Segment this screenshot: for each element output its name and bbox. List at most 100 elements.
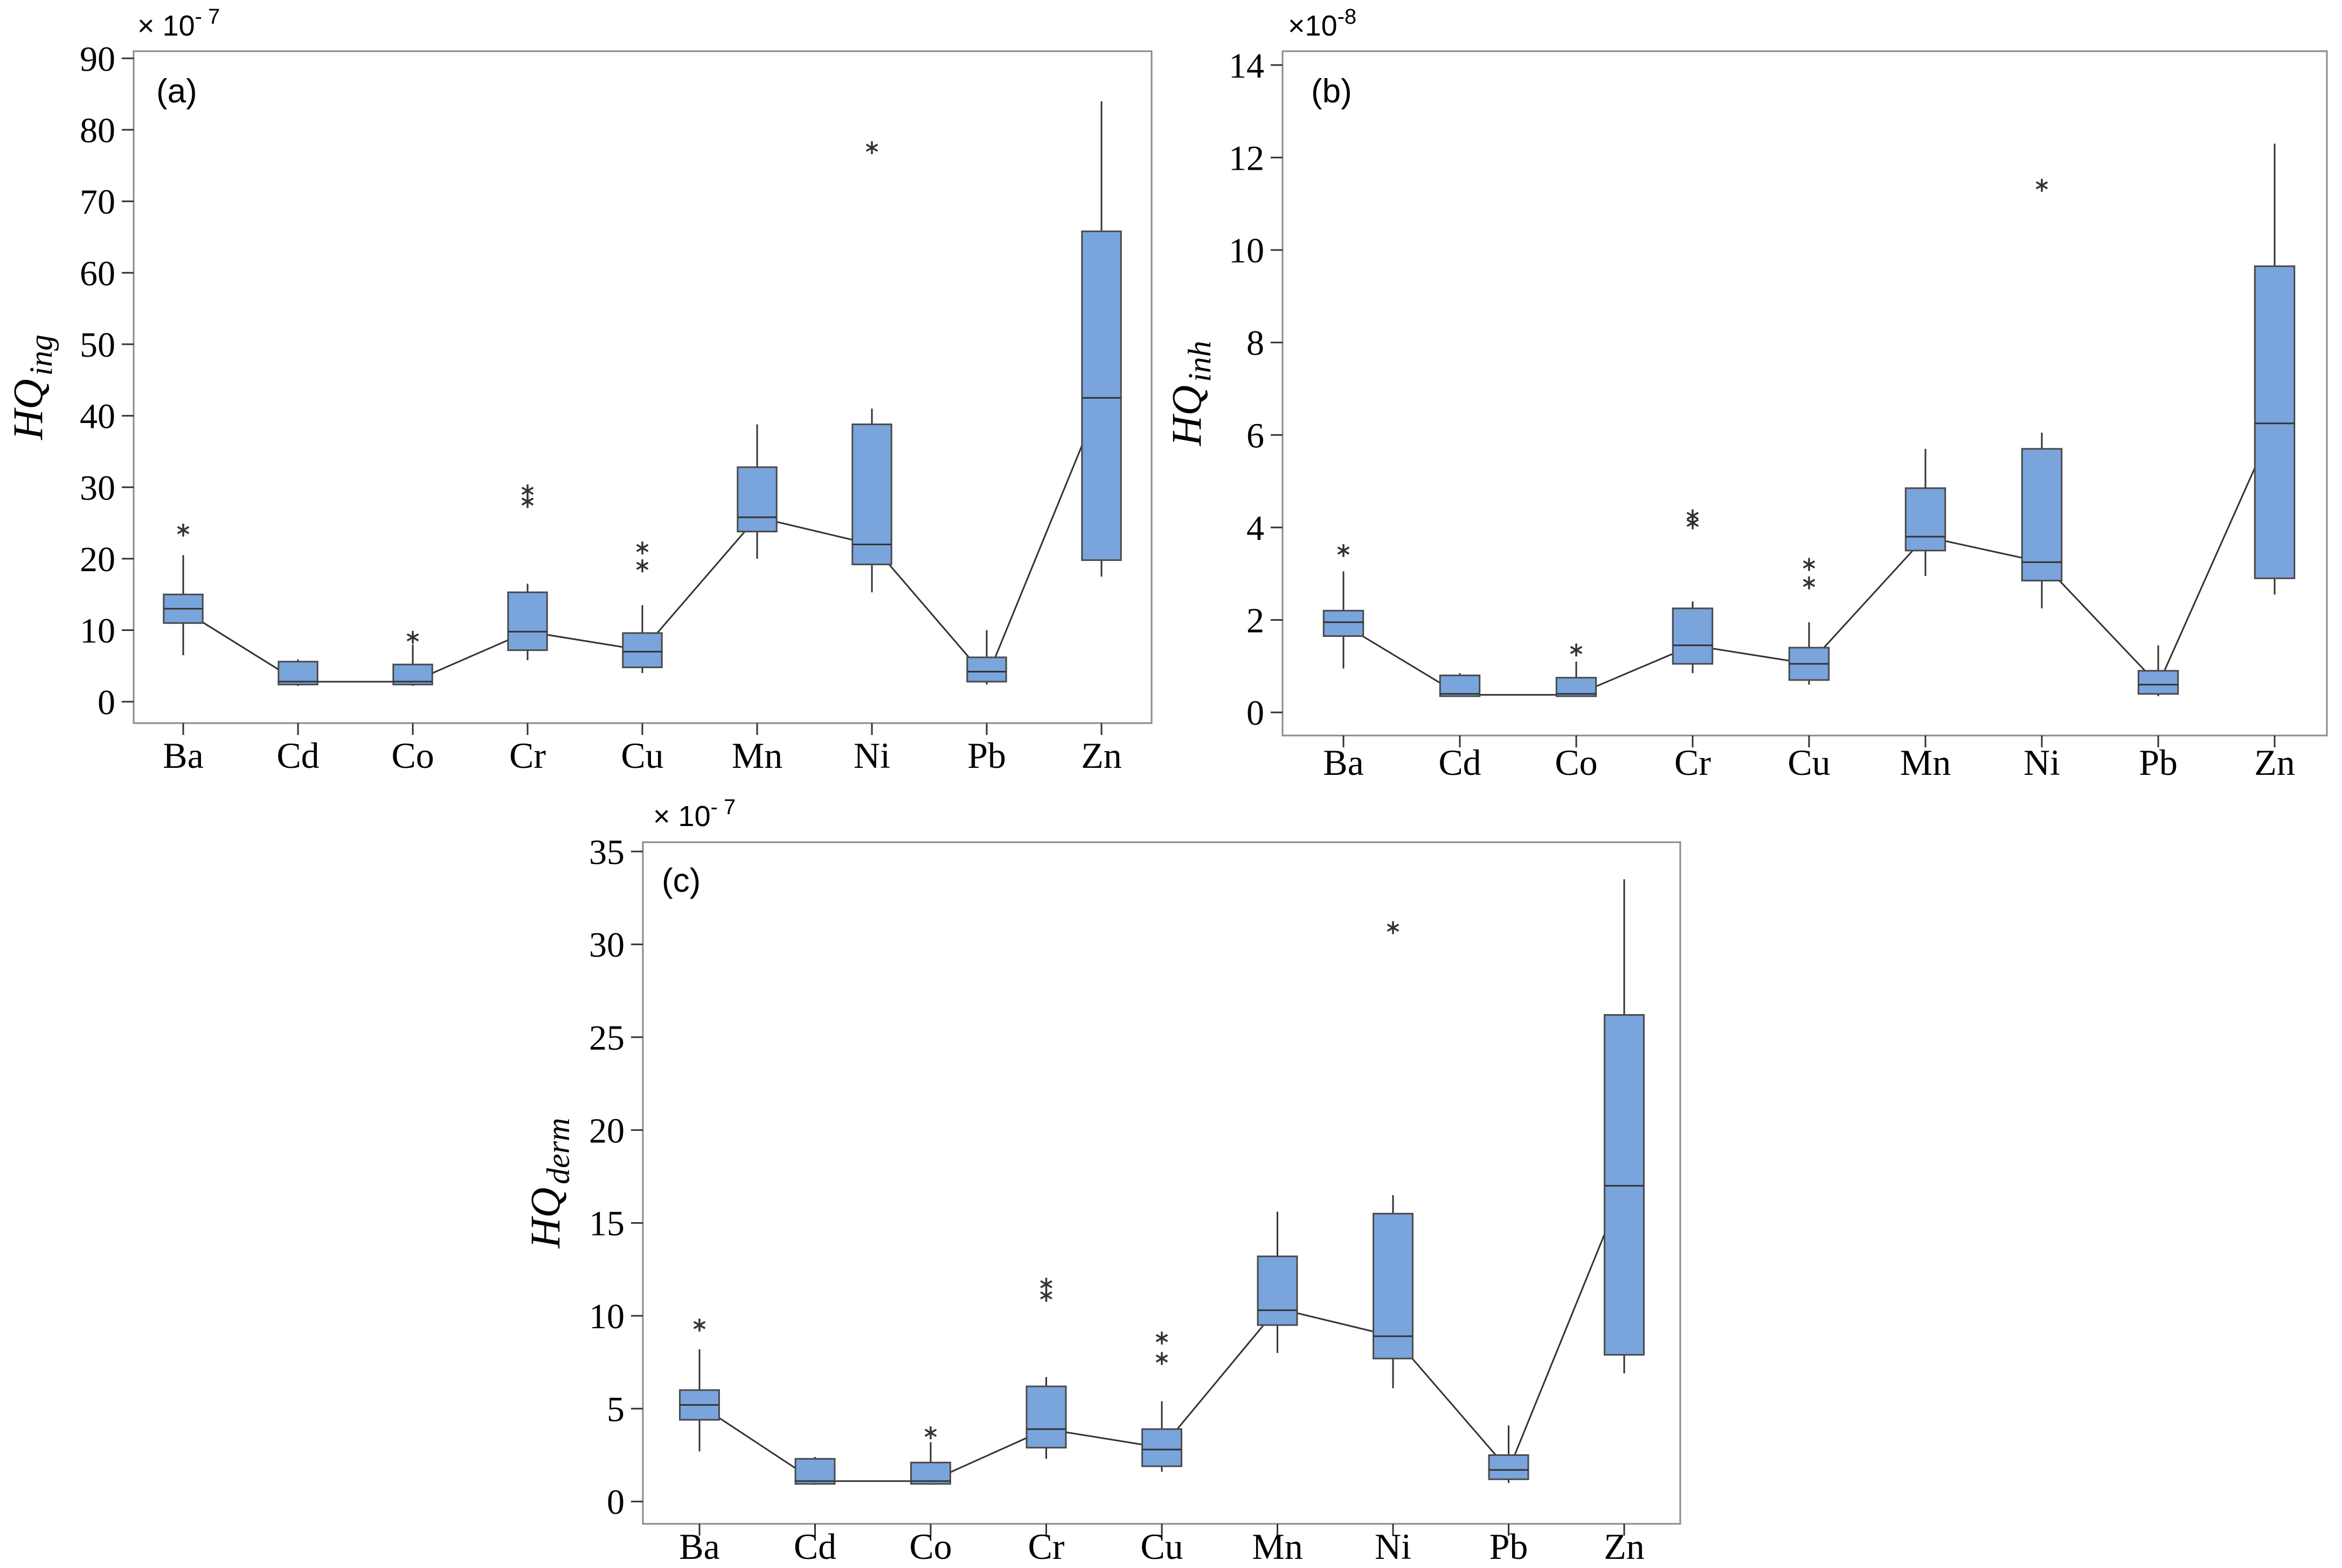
box-ni: [851, 141, 892, 593]
box-ba: [1322, 544, 1364, 669]
y-tick-label: 20: [80, 540, 115, 579]
axis-multiplier: × 10- 7: [653, 795, 736, 832]
box-co: [1555, 643, 1597, 697]
outlier-marker: [1155, 1352, 1168, 1365]
iqr-box: [1439, 674, 1481, 697]
y-tick-label: 25: [589, 1018, 625, 1058]
y-tick-label: 90: [80, 39, 115, 79]
x-tick-label-ni: Ni: [1375, 1526, 1411, 1567]
x-tick-label-ba: Ba: [163, 735, 204, 776]
iqr-box: [1322, 609, 1364, 637]
panel-label: (c): [662, 862, 701, 899]
outlier-marker: [406, 630, 419, 644]
y-tick-label: 2: [1246, 601, 1264, 641]
y-tick-label: 4: [1246, 509, 1264, 548]
box-pb: [966, 630, 1007, 685]
outlier-marker: [1686, 509, 1699, 523]
x-tick-label-mn: Mn: [1252, 1526, 1302, 1567]
box-ni: [2021, 178, 2063, 609]
y-axis-label-sub: inh: [1182, 341, 1217, 382]
x-tick-label-pb: Pb: [967, 735, 1006, 776]
y-axis-label-sub: derm: [541, 1118, 576, 1184]
box-cr: [507, 484, 548, 661]
box-mn: [737, 424, 778, 559]
outlier-marker: [1155, 1331, 1168, 1345]
multiplier-base: × 10: [653, 800, 711, 832]
x-tick-label-ni: Ni: [854, 735, 890, 776]
x-tick-label-cd: Cd: [1438, 742, 1481, 783]
multiplier-base: × 10: [137, 10, 195, 42]
iqr-box: [794, 1458, 836, 1485]
outlier-marker: [1570, 643, 1583, 657]
y-axis-label-sub: ing: [23, 335, 59, 376]
box-ba: [163, 523, 204, 655]
x-tick-label-cu: Cu: [621, 735, 663, 776]
y-axis-label: HQ derm: [522, 1118, 576, 1249]
x-tick-label-cd: Cd: [794, 1526, 836, 1567]
y-tick-label: 15: [589, 1204, 625, 1244]
iqr-box: [2254, 265, 2296, 579]
box-cr: [1026, 1278, 1067, 1459]
iqr-box: [966, 656, 1007, 683]
y-tick-label: 0: [1246, 693, 1264, 733]
y-tick-label: 10: [589, 1297, 625, 1336]
box-pb: [2137, 645, 2179, 697]
y-tick-label: 80: [80, 111, 115, 150]
x-tick-label-ba: Ba: [1323, 742, 1364, 783]
x-tick-label-pb: Pb: [2139, 742, 2178, 783]
x-tick-label-cr: Cr: [1674, 742, 1711, 783]
x-tick-label-ni: Ni: [2024, 742, 2060, 783]
box-cd: [794, 1456, 836, 1485]
box-cu: [622, 542, 663, 674]
y-tick-label: 10: [1229, 231, 1264, 270]
y-tick-label: 40: [80, 397, 115, 436]
y-tick-label: 70: [80, 183, 115, 222]
iqr-box: [1373, 1212, 1413, 1359]
y-tick-label: 30: [80, 468, 115, 508]
multiplier-exponent: - 7: [711, 795, 736, 819]
x-tick-label-co: Co: [391, 735, 434, 776]
x-tick-label-cu: Cu: [1140, 1526, 1183, 1567]
box-ba: [679, 1319, 720, 1452]
box-zn: [1604, 879, 1645, 1373]
multiplier-exponent: -8: [1338, 5, 1357, 29]
outlier-marker: [636, 542, 649, 554]
box-pb: [1488, 1425, 1529, 1483]
iqr-box: [737, 466, 778, 532]
x-tick-label-pb: Pb: [1489, 1526, 1528, 1567]
box-zn: [1081, 101, 1122, 577]
outlier-marker: [1803, 576, 1816, 589]
box-ni: [1373, 921, 1413, 1389]
x-tick-label-zn: Zn: [1081, 735, 1122, 776]
chart-b: 0 2 4 6 8 10 12 14 Ba Cd Co Cr Cu Mn Ni Pb Zn (b) ×10-8 HQi…: [1163, 5, 2328, 783]
axis-multiplier: ×10-8: [1288, 5, 1356, 42]
x-tick-label-zn: Zn: [1604, 1526, 1645, 1567]
x-tick-label-cr: Cr: [1028, 1526, 1065, 1567]
y-tick-label: 0: [607, 1483, 625, 1522]
panel-label: (a): [156, 73, 197, 110]
box-cu: [1788, 558, 1830, 685]
outlier-marker: [693, 1319, 706, 1332]
panel-label: (b): [1311, 73, 1352, 110]
iqr-box: [1488, 1454, 1529, 1480]
y-tick-label: 14: [1229, 46, 1264, 86]
box-cr: [1672, 509, 1714, 674]
iqr-box: [1257, 1255, 1298, 1326]
x-tick-label-zn: Zn: [2254, 742, 2295, 783]
iqr-box: [1081, 230, 1122, 561]
iqr-box: [1026, 1385, 1067, 1449]
y-axis-label-main: HQ: [4, 379, 51, 441]
y-axis-label: HQing: [4, 335, 59, 440]
y-axis-label-main: HQ: [1163, 385, 1210, 447]
x-tick-label-cu: Cu: [1787, 742, 1830, 783]
x-tick-label-co: Co: [1555, 742, 1597, 783]
y-tick-label: 20: [589, 1111, 625, 1150]
outlier-marker: [177, 523, 190, 537]
x-tick-label-mn: Mn: [1900, 742, 1951, 783]
iqr-box: [507, 591, 548, 651]
y-tick-label: 6: [1246, 416, 1264, 455]
box-mn: [1257, 1211, 1298, 1353]
y-tick-label: 5: [607, 1390, 625, 1429]
box-co: [392, 630, 433, 686]
